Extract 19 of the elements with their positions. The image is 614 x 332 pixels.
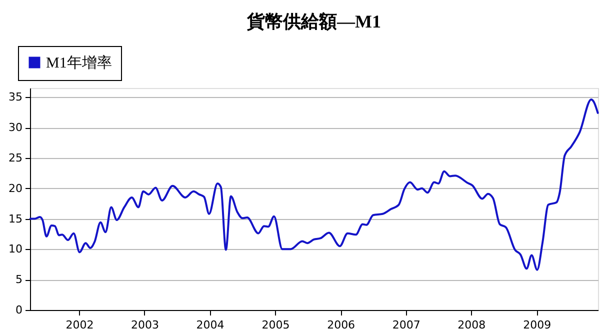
x-tick-label: 2003 — [130, 318, 159, 332]
y-tick-label: 5 — [16, 273, 22, 286]
chart-title: 貨幣供給額—M1 — [246, 12, 381, 32]
x-tick-label: 2002 — [66, 318, 94, 332]
y-tick-label: 0 — [16, 304, 22, 316]
line-series — [29, 98, 599, 271]
legend-label: M1年增率 — [46, 54, 112, 72]
x-tick-label: 2004 — [196, 318, 224, 332]
y-tick-label: 15 — [8, 212, 22, 226]
y-tick-label: 10 — [8, 242, 22, 256]
y-tick-label: 35 — [8, 90, 22, 104]
x-tick-label: 2006 — [327, 318, 356, 332]
y-tick-label: 25 — [8, 151, 22, 164]
x-tick-label: 2008 — [458, 318, 486, 332]
y-tick-label: 20 — [8, 182, 22, 195]
x-tick-label: 2005 — [262, 318, 290, 332]
x-tick-label: 2007 — [392, 318, 420, 332]
y-tick-label: 30 — [8, 121, 22, 134]
x-tick-label: 2009 — [523, 318, 552, 332]
